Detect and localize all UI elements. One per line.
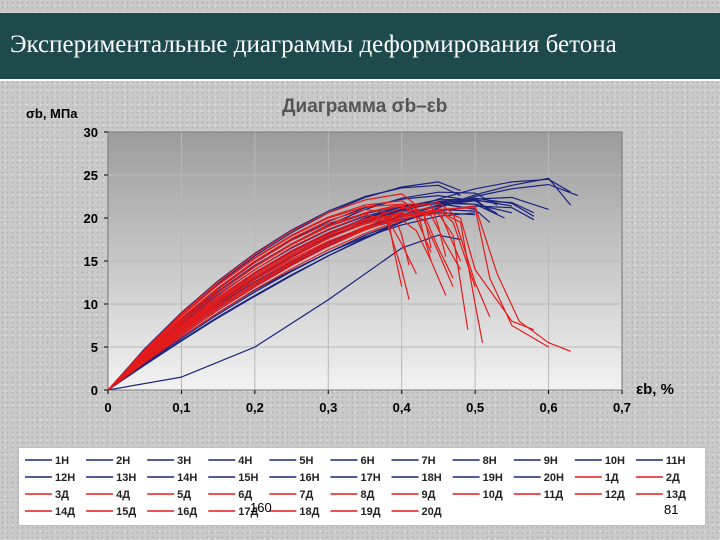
legend-label: 5Н — [299, 455, 313, 467]
series-line-6Д — [108, 203, 432, 390]
legend-label: 10Н — [605, 455, 625, 467]
legend-label: 18Д — [299, 506, 319, 518]
series-line-10Д — [108, 205, 454, 390]
legend-label: 11Д — [544, 489, 564, 501]
legend-label: 15Д — [116, 506, 136, 518]
chart-area: 0 0,1 0,2 0,3 0,4 0,5 0,6 0,7 0 5 10 15 20 25 30 Диагр… — [22, 88, 698, 433]
legend-label: 18Н — [422, 472, 442, 484]
y-tick-label: 15 — [84, 254, 98, 269]
stress-strain-chart: 0 0,1 0,2 0,3 0,4 0,5 0,6 0,7 0 5 10 15 20 25 30 Диагр… — [26, 96, 674, 415]
legend-label: 4Д — [116, 489, 130, 501]
legend-label: 16Н — [299, 472, 319, 484]
legend-label: 12Д — [605, 489, 625, 501]
series-line-7Д — [108, 207, 549, 390]
legend-label: 6Д — [238, 489, 252, 501]
legend-label: 19Н — [483, 472, 503, 484]
series-line-18Н — [108, 183, 579, 390]
legend-label: 3Н — [177, 455, 191, 467]
legend-label: 11Н — [666, 455, 686, 467]
legend-label: 12Н — [55, 472, 75, 484]
x-tick-label: 0,4 — [393, 400, 412, 415]
x-tick-label: 0,5 — [466, 400, 484, 415]
series-line-14Н — [108, 184, 461, 390]
y-axis-label: σb, МПа — [26, 106, 78, 121]
legend-label: 14Д — [55, 506, 75, 518]
legend-label: 6Н — [360, 455, 374, 467]
legend-label: 17Н — [360, 472, 380, 484]
legend-label: 19Д — [360, 506, 380, 518]
series-line-12Д — [108, 208, 403, 390]
series-lines — [108, 177, 579, 390]
x-tick-label: 0,6 — [540, 400, 558, 415]
series-line-19Д — [108, 200, 432, 390]
x-axis-label: εb, % — [636, 381, 674, 398]
legend-label: 9Н — [544, 455, 558, 467]
slide-title: Экспериментальные диаграммы деформирован… — [10, 31, 617, 58]
series-line-8Д — [108, 205, 571, 390]
legend-label: 2Н — [116, 455, 130, 467]
x-tick-label: 0,7 — [613, 400, 631, 415]
y-tick-label: 10 — [84, 297, 98, 312]
legend-label: 13Д — [666, 489, 686, 501]
y-tick-label: 25 — [84, 168, 98, 183]
legend-label: 13Н — [116, 472, 136, 484]
legend-label: 8Н — [483, 455, 497, 467]
legend-label: 9Д — [422, 489, 436, 501]
chart-legend: 1Н 2Н 3Н 4Н 5Н 6Н 7Н 8Н 9Н 10Н 11Н 12Н 13Н 14Н 15Н 16Н 1… — [18, 447, 706, 526]
axes: 0 0,1 0,2 0,3 0,4 0,5 0,6 0,7 0 5 10 15 20 25 30 — [84, 125, 632, 415]
x-tick-label: 0,1 — [172, 400, 190, 415]
legend-label: 3Д — [55, 489, 69, 501]
series-line-18Д — [108, 208, 535, 390]
legend-entries: 1Н 2Н 3Н 4Н 5Н 6Н 7Н 8Н 9Н 10Н 11Н 12Н 13Н 14Н 15Н 16Н 1… — [25, 455, 686, 518]
legend-label: 1Н — [55, 455, 69, 467]
y-tick-label: 20 — [84, 211, 98, 226]
legend-label: 16Д — [177, 506, 197, 518]
legend-label: 20Д — [422, 506, 442, 518]
y-tick-label: 5 — [91, 340, 98, 355]
legend-label: 5Д — [177, 489, 191, 501]
slide-number-left: 160 — [250, 500, 272, 515]
chart-title: Диаграмма σb–εb — [282, 96, 447, 117]
series-line-13Д — [108, 208, 476, 390]
series-line-19Н — [108, 234, 461, 390]
y-tick-label: 0 — [91, 383, 98, 398]
x-tick-label: 0,2 — [246, 400, 264, 415]
legend-label: 7Д — [299, 489, 313, 501]
legend-label: 8Д — [360, 489, 374, 501]
legend-label: 15Н — [238, 472, 258, 484]
legend-label: 4Н — [238, 455, 252, 467]
legend-label: 20Н — [544, 472, 564, 484]
y-tick-label: 30 — [84, 125, 98, 140]
series-line-20Д — [108, 201, 491, 390]
slide-title-bar: Экспериментальные диаграммы деформирован… — [0, 12, 720, 81]
series-line-16Д — [108, 203, 447, 390]
x-tick-label: 0 — [104, 400, 111, 415]
legend-label: 7Н — [422, 455, 436, 467]
slide-number-right: 81 — [664, 502, 679, 517]
legend-label: 17Д — [238, 506, 258, 518]
x-tick-label: 0,3 — [319, 400, 337, 415]
series-line-9Д — [108, 214, 417, 390]
legend-label: 2Д — [666, 472, 680, 484]
legend-label: 10Д — [483, 489, 503, 501]
series-line-17Д — [108, 214, 410, 390]
legend-label: 1Д — [605, 472, 619, 484]
legend-label: 14Н — [177, 472, 197, 484]
